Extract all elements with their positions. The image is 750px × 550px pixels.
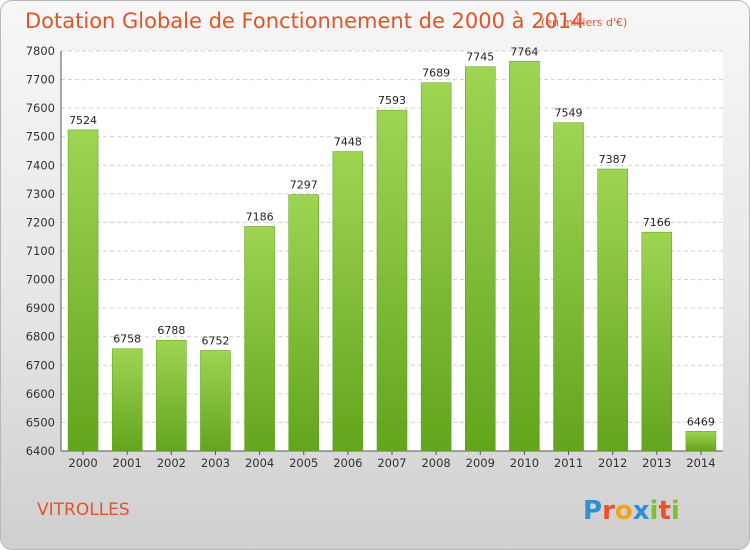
logo-letter: t bbox=[658, 496, 670, 526]
bar-2014 bbox=[685, 431, 717, 452]
x-tick-label-2005: 2005 bbox=[289, 456, 318, 470]
y-tick-label: 6500 bbox=[26, 415, 55, 429]
y-tick-label: 6600 bbox=[26, 387, 55, 401]
chart-subtitle: (en milliers d'€) bbox=[541, 16, 627, 29]
x-tick-label-2011: 2011 bbox=[554, 456, 583, 470]
logo-letter: o bbox=[615, 496, 633, 526]
value-label-2004: 7186 bbox=[246, 210, 274, 223]
y-tick-label: 7600 bbox=[26, 101, 55, 115]
value-label-2009: 7745 bbox=[466, 51, 494, 64]
x-tick-label-2001: 2001 bbox=[113, 456, 142, 470]
x-tick-label-2008: 2008 bbox=[421, 456, 450, 470]
x-tick-label-2009: 2009 bbox=[466, 456, 495, 470]
y-tick-label: 6900 bbox=[26, 301, 55, 315]
value-label-2001: 6758 bbox=[113, 333, 141, 346]
bar-2012 bbox=[597, 168, 628, 452]
x-tick-label-2012: 2012 bbox=[598, 456, 627, 470]
value-label-2011: 7549 bbox=[555, 107, 583, 120]
y-tick-label: 7800 bbox=[26, 44, 55, 58]
y-tick-label: 6700 bbox=[26, 358, 55, 372]
x-tick-label-2002: 2002 bbox=[157, 456, 186, 470]
bar-2002 bbox=[156, 339, 187, 452]
value-label-2005: 7297 bbox=[290, 179, 318, 192]
value-label-2014: 6469 bbox=[687, 415, 715, 428]
bar-2007 bbox=[376, 109, 408, 452]
x-tick-label-2000: 2000 bbox=[68, 456, 97, 470]
value-label-2007: 7593 bbox=[378, 94, 406, 107]
bar-2011 bbox=[553, 122, 584, 452]
y-tick-label: 7400 bbox=[26, 158, 55, 172]
chart-title: Dotation Globale de Fonctionnement de 20… bbox=[25, 9, 585, 33]
logo-letter: i bbox=[671, 496, 680, 526]
x-tick-label-2014: 2014 bbox=[686, 456, 715, 470]
y-tick-label: 6800 bbox=[26, 330, 55, 344]
logo-letter: r bbox=[602, 496, 615, 526]
bar-2013 bbox=[641, 231, 673, 452]
y-tick-label: 7300 bbox=[26, 187, 55, 201]
x-tick-label-2004: 2004 bbox=[245, 456, 274, 470]
value-label-2000: 7524 bbox=[69, 114, 97, 127]
y-tick-label: 7100 bbox=[26, 244, 55, 258]
axis-layer: 6400 6500 6600 6700 6800 6900 7000 7100 7200 7300… bbox=[26, 44, 723, 470]
value-label-2002: 6788 bbox=[157, 324, 185, 337]
value-label-2008: 7689 bbox=[422, 67, 450, 80]
bar-2003 bbox=[200, 350, 231, 452]
value-label-2013: 7166 bbox=[643, 216, 671, 229]
value-label-2006: 7448 bbox=[334, 136, 362, 149]
logo-letter: x bbox=[633, 496, 650, 526]
proxiti-logo: Proxiti bbox=[583, 496, 680, 526]
bar-2004 bbox=[244, 226, 275, 452]
y-tick-label: 7500 bbox=[26, 130, 55, 144]
bar-layer bbox=[67, 61, 717, 452]
value-label-2003: 6752 bbox=[201, 334, 229, 347]
y-tick-label: 7000 bbox=[26, 273, 55, 287]
bar-2009 bbox=[465, 66, 496, 452]
x-tick-label-2010: 2010 bbox=[510, 456, 539, 470]
value-label-2012: 7387 bbox=[599, 153, 627, 166]
bar-2008 bbox=[420, 82, 452, 452]
logo-letter: P bbox=[583, 496, 602, 526]
y-tick-label: 6400 bbox=[26, 444, 55, 458]
x-tick-label-2003: 2003 bbox=[201, 456, 230, 470]
value-label-2010: 7764 bbox=[510, 45, 538, 58]
y-tick-label: 7200 bbox=[26, 215, 55, 229]
y-tick-label: 7700 bbox=[26, 73, 55, 87]
x-tick-label-2007: 2007 bbox=[377, 456, 406, 470]
logo-letter: i bbox=[650, 496, 659, 526]
x-tick-label-2006: 2006 bbox=[333, 456, 362, 470]
label-layer: 7524 6758 6788 6752 7186 7297 7448 7593 7689 7745… bbox=[69, 45, 715, 428]
bar-2005 bbox=[288, 194, 319, 452]
commune-name: VITROLLES bbox=[37, 500, 130, 520]
bar-2001 bbox=[111, 348, 143, 452]
x-tick-label-2013: 2013 bbox=[642, 456, 671, 470]
bar-2010 bbox=[509, 61, 540, 452]
bar-2006 bbox=[332, 151, 364, 452]
bar-2000 bbox=[67, 129, 99, 452]
